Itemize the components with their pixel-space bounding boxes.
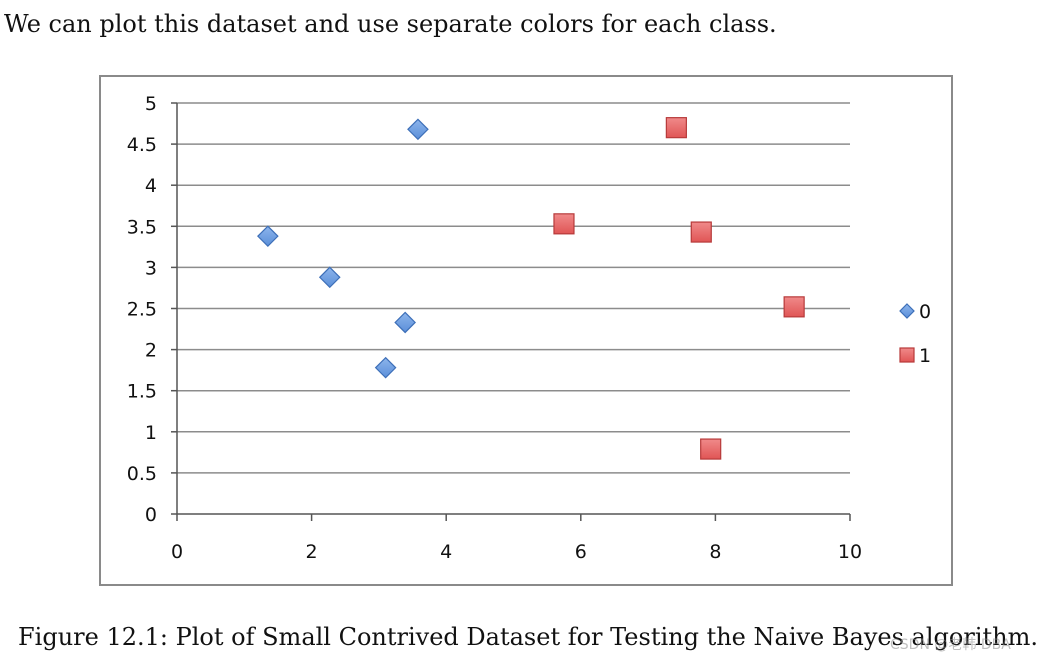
y-tick-label: 4.5 (127, 134, 157, 156)
class-0-point (394, 311, 416, 334)
y-tick-label: 4 (145, 175, 157, 197)
watermark: CSDN @老韩 DBA (890, 637, 1011, 653)
legend-marker-class-0 (899, 303, 915, 319)
y-tick-label: 0 (145, 504, 157, 526)
x-tick-label: 0 (171, 541, 183, 563)
y-tick-label: 1.5 (127, 381, 157, 403)
class-1-point (700, 438, 722, 460)
class-1-point (665, 117, 687, 139)
intro-text: We can plot this dataset and use separat… (4, 10, 777, 38)
x-tick-label: 10 (838, 541, 862, 563)
legend-label-class-0: 0 (919, 301, 931, 323)
figure-caption: Figure 12.1: Plot of Small Contrived Dat… (18, 623, 1038, 651)
class-1-point (553, 213, 575, 235)
x-tick-label: 2 (306, 541, 318, 563)
tick-labels: 0 0.5 1 1.5 2 2.5 3 3.5 4 4.5 5 0 2 4 6 8 10 (127, 93, 862, 563)
data-points (257, 117, 805, 460)
class-0-point (257, 225, 279, 248)
scatter-plot: 00.511.522.533.544.550 2 4 6 8 10 01 (127, 93, 931, 563)
x-tick-label: 4 (440, 541, 452, 563)
y-tick-label: 2 (145, 340, 157, 362)
legend: 01 (899, 301, 931, 367)
y-tick-label: 1 (145, 422, 157, 444)
y-tick-label: 3 (145, 257, 157, 279)
class-0-point (318, 266, 341, 289)
class-0-point (374, 356, 397, 379)
y-tick-label: 5 (145, 93, 157, 115)
y-tick-label: 0.5 (127, 463, 157, 485)
grid-lines (177, 102, 850, 474)
legend-label-class-1: 1 (919, 345, 931, 367)
axes (171, 102, 851, 521)
class-1-point (690, 221, 712, 243)
y-tick-label: 2.5 (127, 299, 157, 321)
y-tick-label: 3.5 (127, 216, 157, 238)
x-tick-label: 6 (575, 541, 587, 563)
x-tick-label: 8 (709, 541, 721, 563)
class-1-point (783, 296, 805, 318)
legend-marker-class-1 (899, 347, 915, 363)
class-0-point (407, 118, 429, 141)
